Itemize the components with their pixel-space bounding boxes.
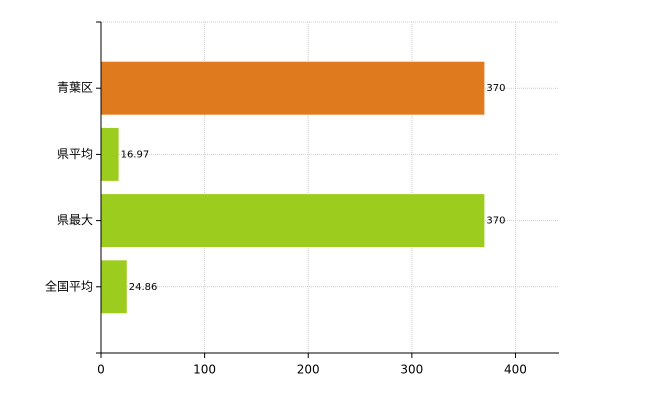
y-tick-label: 全国平均 <box>45 278 93 293</box>
bar <box>101 194 485 248</box>
value-label: 370 <box>486 216 505 227</box>
x-tick-label: 0 <box>97 363 105 377</box>
x-tick-label: 300 <box>400 363 423 377</box>
x-tick-label: 100 <box>193 363 216 377</box>
y-tick-label: 県平均 <box>57 147 93 161</box>
y-tick-label: 青葉区 <box>57 81 93 95</box>
bar <box>101 127 119 181</box>
value-label: 24.86 <box>129 282 158 293</box>
value-label: 16.97 <box>121 149 150 160</box>
value-label: 370 <box>486 83 505 94</box>
x-tick-label: 200 <box>297 363 320 377</box>
bar <box>101 260 127 314</box>
y-tick-label: 県最大 <box>57 213 93 227</box>
bar <box>101 61 485 115</box>
x-tick-label: 400 <box>504 363 527 377</box>
